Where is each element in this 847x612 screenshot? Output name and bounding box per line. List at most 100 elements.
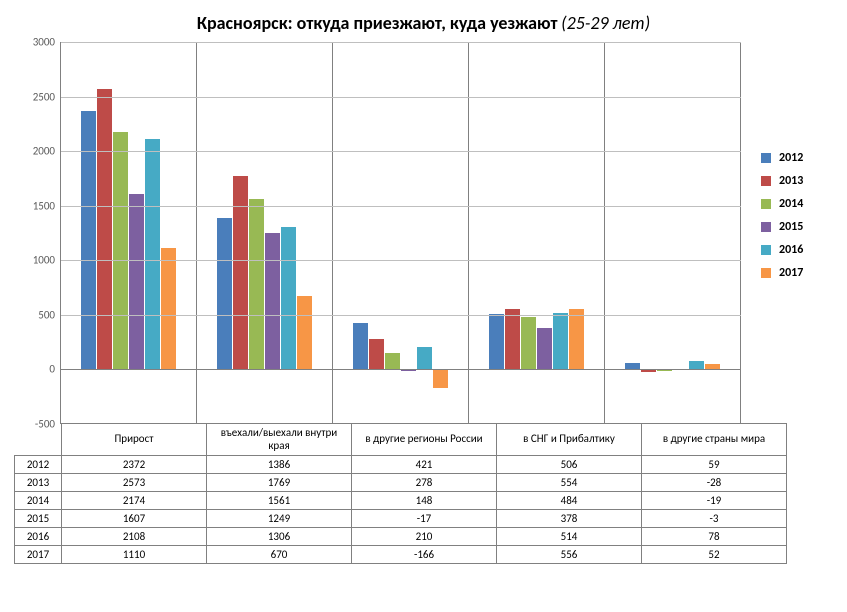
table-cell: 1607 <box>62 510 207 528</box>
bar-group <box>469 42 605 424</box>
bar <box>521 42 536 424</box>
table-cell: 1561 <box>207 492 352 510</box>
bar <box>161 42 176 424</box>
table-cell: 2108 <box>62 528 207 546</box>
bar <box>689 42 704 424</box>
gridline <box>61 260 741 261</box>
table-row-header: 2013 <box>15 474 62 492</box>
bar-fill <box>417 347 432 370</box>
table-cell: 1110 <box>62 546 207 564</box>
bars-row <box>605 42 740 424</box>
bar <box>353 42 368 424</box>
bar-fill <box>553 313 568 369</box>
table-cell: 484 <box>497 492 642 510</box>
table-cell: 2573 <box>62 474 207 492</box>
bars-row <box>197 42 332 424</box>
bar <box>129 42 144 424</box>
bar <box>657 42 672 424</box>
bar <box>417 42 432 424</box>
table-cell: 1386 <box>207 456 352 474</box>
table-row-header: 2012 <box>15 456 62 474</box>
bar-fill <box>81 111 96 370</box>
bars-row <box>333 42 468 424</box>
bar-fill <box>297 296 312 369</box>
table-cell: 556 <box>497 546 642 564</box>
table-cell: -19 <box>642 492 787 510</box>
bar <box>537 42 552 424</box>
table-cell: -17 <box>352 510 497 528</box>
table-cell: 1249 <box>207 510 352 528</box>
bar-fill <box>369 339 384 369</box>
bar <box>433 42 448 424</box>
data-table-holder: Прироствъехали/выехали внутри краяв друг… <box>14 423 833 564</box>
legend-label: 2013 <box>779 174 803 188</box>
chart-title: Красноярск: откуда приезжают, куда уезжа… <box>14 12 833 34</box>
legend-label: 2016 <box>779 243 803 257</box>
table-cell: 2372 <box>62 456 207 474</box>
table-cell: 421 <box>352 456 497 474</box>
gridline <box>61 206 741 207</box>
gridline <box>61 151 741 152</box>
table-cell: 1306 <box>207 528 352 546</box>
y-tick-label: 500 <box>15 308 55 321</box>
legend-item: 2014 <box>761 197 803 211</box>
table-row: 20122372138642150659 <box>15 456 787 474</box>
legend-swatch <box>761 268 771 278</box>
table-col-header: Прирост <box>62 424 207 456</box>
y-tick-label: 0 <box>15 363 55 376</box>
bar-fill <box>489 314 504 369</box>
bar-group <box>333 42 469 424</box>
table-row-header: 2016 <box>15 528 62 546</box>
table-row: 201421741561148484-19 <box>15 492 787 510</box>
bar-group <box>605 42 741 424</box>
table-row: 201325731769278554-28 <box>15 474 787 492</box>
table-row: 201516071249-17378-3 <box>15 510 787 528</box>
bar <box>401 42 416 424</box>
legend-item: 2013 <box>761 174 803 188</box>
bar <box>81 42 96 424</box>
zero-axis <box>61 369 741 370</box>
chart-row: -500050010001500200025003000 20122013201… <box>14 42 833 424</box>
legend-swatch <box>761 176 771 186</box>
bar-fill <box>129 194 144 369</box>
table-row-header: 2014 <box>15 492 62 510</box>
chart-container: Красноярск: откуда приезжают, куда уезжа… <box>0 0 847 612</box>
y-tick-label: 2500 <box>15 90 55 103</box>
bar-fill <box>505 309 520 369</box>
table-cell: 506 <box>497 456 642 474</box>
bar-fill <box>385 353 400 369</box>
bar <box>641 42 656 424</box>
bar-fill <box>249 199 264 369</box>
bar <box>569 42 584 424</box>
table-cell: 278 <box>352 474 497 492</box>
bar <box>385 42 400 424</box>
bar-fill <box>353 323 368 369</box>
legend-label: 2017 <box>779 266 803 280</box>
table-cell: 148 <box>352 492 497 510</box>
legend-label: 2015 <box>779 220 803 234</box>
bar-fill <box>145 139 160 369</box>
bar <box>217 42 232 424</box>
table-cell: 52 <box>642 546 787 564</box>
bar <box>369 42 384 424</box>
bar <box>145 42 160 424</box>
bar <box>625 42 640 424</box>
bars-row <box>61 42 196 424</box>
table-cell: -28 <box>642 474 787 492</box>
table-cell: 378 <box>497 510 642 528</box>
legend-label: 2014 <box>779 197 803 211</box>
legend-swatch <box>761 153 771 163</box>
bar-fill <box>265 233 280 369</box>
bar <box>505 42 520 424</box>
table-cell: -3 <box>642 510 787 528</box>
bar-fill <box>569 309 584 370</box>
bar-fill <box>97 89 112 370</box>
bar-fill <box>537 328 552 369</box>
bar <box>705 42 720 424</box>
legend-item: 2017 <box>761 266 803 280</box>
title-main: Красноярск: откуда приезжают, куда уезжа… <box>197 12 558 34</box>
legend-item: 2016 <box>761 243 803 257</box>
table-cell: 514 <box>497 528 642 546</box>
bar <box>489 42 504 424</box>
bar <box>281 42 296 424</box>
